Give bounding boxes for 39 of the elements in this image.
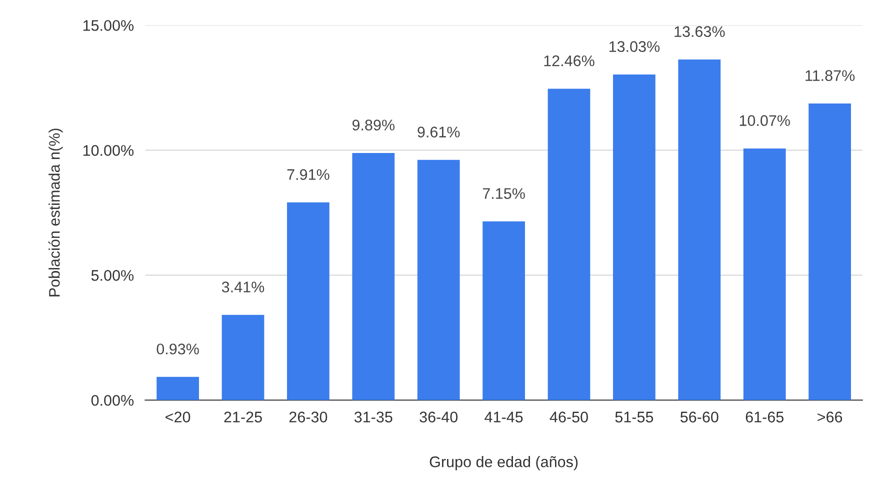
data-label: 9.61% xyxy=(418,126,460,138)
x-tick-label: 56-60 xyxy=(680,412,718,422)
x-tick-label: <20 xyxy=(166,412,190,422)
data-label: 0.93% xyxy=(156,344,199,354)
y-axis-title: Población estimada n(%) xyxy=(48,128,63,296)
x-axis-title: Grupo de edad (años) xyxy=(430,456,578,470)
x-tick-label: 46-50 xyxy=(550,412,588,422)
bar xyxy=(156,376,199,400)
y-tick-label: 0.00% xyxy=(91,394,134,406)
bar xyxy=(678,59,721,400)
bar xyxy=(417,160,460,400)
x-tick-label: 36-40 xyxy=(420,412,458,422)
x-tick-label: 51-55 xyxy=(615,412,654,422)
data-label: 12.46% xyxy=(544,55,594,66)
bar xyxy=(287,202,330,400)
x-tick-label: 21-25 xyxy=(224,412,262,422)
data-label: 7.91% xyxy=(287,169,330,180)
data-label: 3.41% xyxy=(222,282,264,292)
bar xyxy=(482,221,525,400)
data-label: 9.89% xyxy=(352,120,395,130)
y-tick-label: 10.00% xyxy=(83,145,134,156)
y-tick-label: 5.00% xyxy=(91,270,134,281)
bar xyxy=(222,314,264,400)
data-label: 13.63% xyxy=(674,26,725,37)
bar xyxy=(808,103,851,400)
data-label: 7.15% xyxy=(482,188,525,199)
x-tick-label: 26-30 xyxy=(289,412,328,422)
bar xyxy=(352,152,395,400)
bar xyxy=(548,88,590,400)
x-tick-label: 31-35 xyxy=(354,412,392,422)
x-tick-label: 41-45 xyxy=(484,412,523,422)
x-tick-label: >66 xyxy=(818,412,842,422)
data-label: 13.03% xyxy=(609,41,660,52)
bar xyxy=(613,74,656,400)
bar xyxy=(743,148,786,400)
data-label: 10.07% xyxy=(740,115,790,126)
x-tick-label: 61-65 xyxy=(746,412,784,422)
data-label: 11.87% xyxy=(806,70,855,81)
y-tick-label: 15.00% xyxy=(83,20,134,31)
